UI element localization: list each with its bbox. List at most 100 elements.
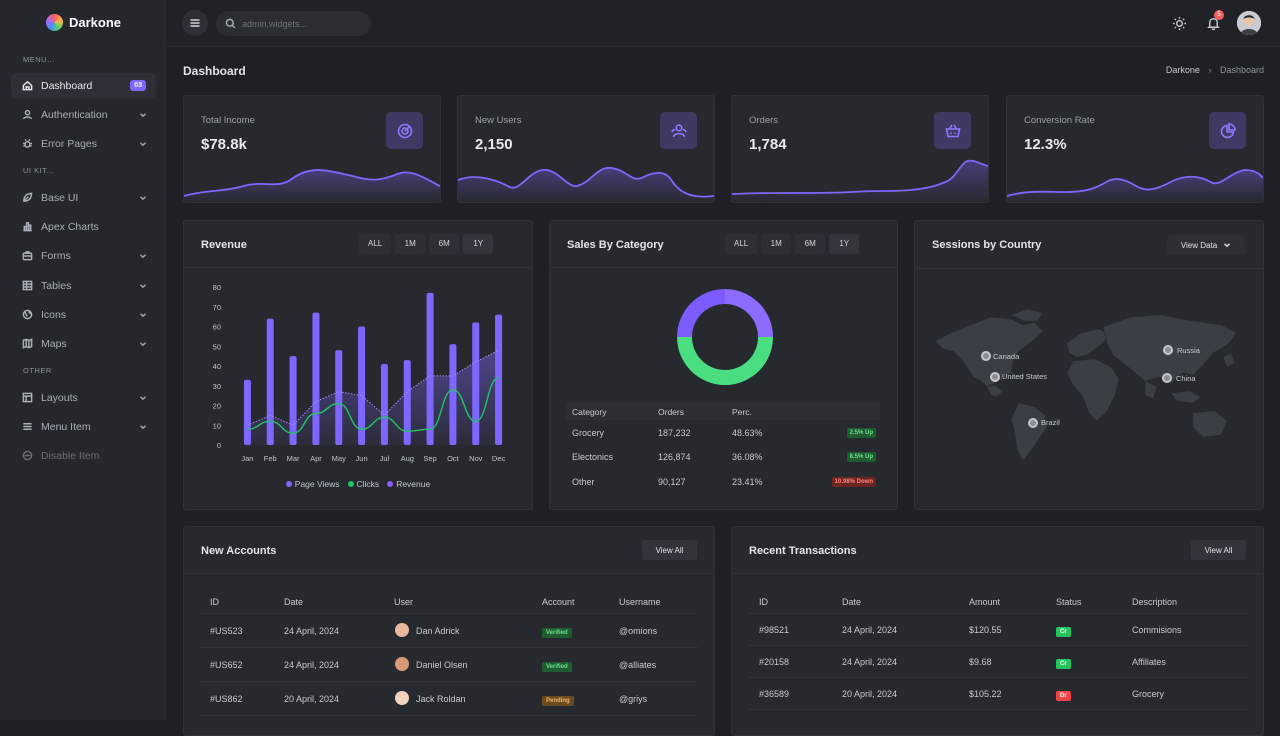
cell-category: Electonics (572, 452, 614, 462)
sidebar-item-error-pages[interactable]: Error Pages (11, 131, 156, 156)
column-header: Amount (969, 597, 1001, 607)
map-marker-russia[interactable] (1163, 345, 1173, 355)
range-all-button[interactable]: ALL (725, 234, 758, 254)
basket-icon (934, 112, 971, 149)
chevron-down-icon (139, 281, 147, 289)
cell-perc: 23.41% (732, 477, 763, 487)
range-1y-button[interactable]: 1Y (829, 234, 860, 254)
layout-icon (21, 392, 33, 404)
x-tick-label: Mar (287, 454, 300, 463)
sidebar-item-label: Disable Item (41, 449, 100, 462)
view-all-button[interactable]: View All (1191, 540, 1246, 560)
chevron-down-icon (139, 193, 147, 201)
notifications-button[interactable]: 5 (1201, 10, 1225, 35)
cell-id: #US652 (210, 660, 243, 670)
cell-description: Commisions (1132, 625, 1182, 635)
legend-item-revenue[interactable]: Revenue (387, 479, 430, 489)
range-6m-button[interactable]: 6M (429, 234, 460, 254)
table-row: Grocery 187,232 48.63% 2.5% Up (566, 423, 880, 447)
table-row: Electonics 126,874 36.08% 8.5% Up (566, 447, 880, 471)
range-6m-button[interactable]: 6M (795, 234, 826, 254)
cell-id: #98521 (759, 625, 790, 635)
breadcrumb: Darkone › Dashboard (1166, 65, 1264, 75)
cell-amount: $105.22 (969, 689, 1002, 699)
cell-id: #20158 (759, 657, 790, 667)
uikit-header: UI KIT... (23, 166, 55, 175)
x-tick-label: Sep (423, 454, 436, 463)
cell-amount: $120.55 (969, 625, 1002, 635)
user-avatar[interactable] (1237, 11, 1261, 35)
sidebar-item-menu-item[interactable]: Menu Item (11, 414, 156, 439)
cell-user[interactable]: Daniel Olsen (416, 660, 468, 670)
map-label: Brazil (1041, 418, 1060, 427)
view-data-dropdown[interactable]: View Data (1167, 235, 1245, 255)
range-1m-button[interactable]: 1M (761, 234, 792, 254)
x-tick-label: Jan (241, 454, 253, 463)
range-selector: ALL 1M 6M 1Y (359, 234, 494, 254)
map-marker-canada[interactable] (981, 351, 991, 361)
transactions-title: Recent Transactions (749, 545, 857, 557)
sidebar-item-icons[interactable]: Icons (11, 302, 156, 327)
stat-value: $78.8k (201, 136, 247, 153)
breadcrumb-link[interactable]: Darkone (1165, 65, 1200, 75)
avatar (395, 691, 409, 705)
sparkline-chart (184, 169, 440, 202)
sidebar-item-authentication[interactable]: Authentication (11, 102, 156, 127)
sidebar-item-label: Apex Charts (41, 220, 99, 233)
cell-description: Grocery (1132, 689, 1165, 699)
sidebar-item-apex-charts[interactable]: Apex Charts (11, 214, 156, 239)
map-icon (21, 338, 33, 350)
cell-id: #US862 (210, 694, 243, 704)
search-icon (225, 18, 236, 29)
y-tick-label: 30 (213, 382, 221, 391)
cell-user[interactable]: Dan Adrick (416, 626, 460, 636)
cell-username: @alliates (619, 660, 657, 670)
map-marker-brazil[interactable] (1028, 418, 1038, 428)
card-divider (184, 573, 714, 574)
range-1y-button[interactable]: 1Y (463, 234, 494, 254)
chart-legend: Page Views Clicks Revenue (184, 479, 532, 489)
cell-orders: 126,874 (658, 452, 691, 462)
bar-page-views (449, 344, 457, 445)
cell-id: #US523 (210, 626, 243, 636)
sidebar-item-forms[interactable]: Forms (11, 243, 156, 268)
range-all-button[interactable]: ALL (359, 234, 392, 254)
column-header: Description (1132, 597, 1178, 607)
chevron-down-icon (139, 310, 147, 318)
y-tick-label: 40 (213, 362, 221, 371)
cell-user[interactable]: Jack Roldan (416, 694, 466, 704)
sidebar-item-maps[interactable]: Maps (11, 331, 156, 356)
leaf-icon (21, 192, 33, 204)
view-all-button[interactable]: View All (642, 540, 697, 560)
sidebar-item-label: Dashboard (41, 79, 93, 92)
range-1m-button[interactable]: 1M (395, 234, 426, 254)
column-header: ID (210, 597, 219, 607)
sidebar-item-layouts[interactable]: Layouts (11, 385, 156, 410)
sales-table-header: Category Orders Perc. (566, 402, 880, 420)
sidebar-item-tables[interactable]: Tables (11, 273, 156, 298)
row-divider (748, 613, 1248, 614)
avatar-image (1237, 11, 1261, 35)
brand[interactable]: Darkone (46, 14, 121, 31)
cell-orders: 187,232 (658, 428, 691, 438)
trend-badge: 8.5% Up (846, 452, 876, 462)
x-tick-label: Apr (310, 454, 322, 463)
view-data-label: View Data (1180, 240, 1218, 250)
cell-id: #36589 (759, 689, 790, 699)
chevron-down-icon (139, 110, 147, 118)
donut-chart (677, 289, 773, 385)
status-badge: Dr (1056, 691, 1071, 701)
search-input[interactable] (242, 18, 362, 29)
account-status-badge: Pending (542, 696, 574, 706)
map-marker-united-states[interactable] (990, 372, 1000, 382)
sidebar-item-dashboard[interactable]: Dashboard 03 (11, 73, 156, 98)
menu-toggle-button[interactable] (182, 10, 208, 36)
map-marker-china[interactable] (1162, 373, 1172, 383)
theme-toggle-button[interactable] (1167, 11, 1191, 35)
legend-item-clicks[interactable]: Clicks (347, 479, 379, 489)
sidebar-item-label: Forms (41, 249, 71, 262)
sidebar-item-base-ui[interactable]: Base UI (11, 185, 156, 210)
bar-page-views (289, 356, 297, 445)
legend-item-page-views[interactable]: Page Views (285, 479, 340, 489)
cell-amount: $9.68 (969, 657, 992, 667)
